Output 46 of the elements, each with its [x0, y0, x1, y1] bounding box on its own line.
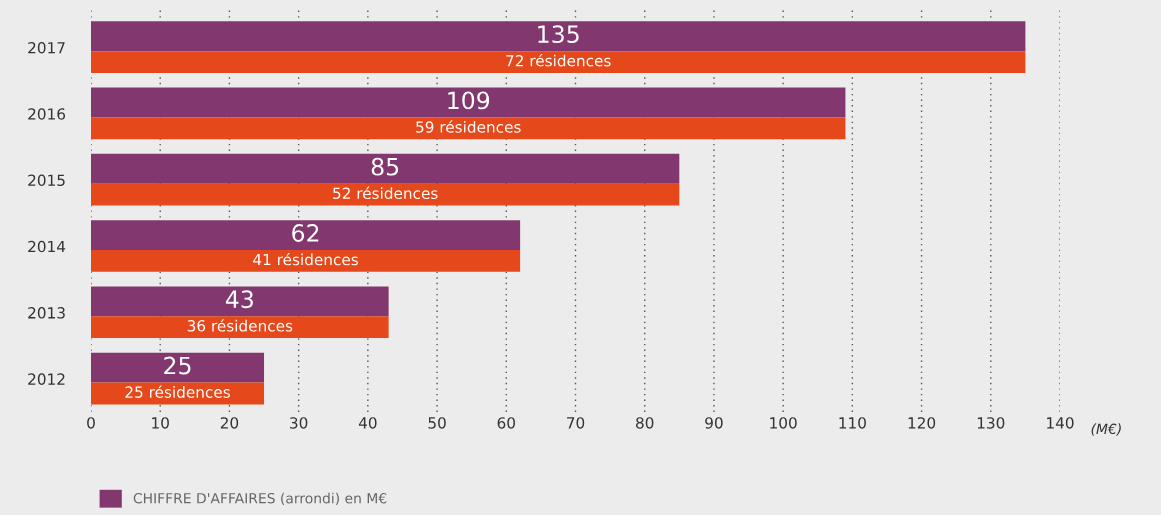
bar	[91, 352, 265, 383]
x-tick-label: 120	[908, 417, 936, 429]
x-tick-label: 40	[358, 417, 377, 429]
data-label: 85	[371, 157, 399, 176]
annotation: 52 résidences	[333, 186, 438, 200]
bar	[91, 249, 521, 272]
y-tick-label: 2017	[28, 41, 65, 54]
y-tick-label: 2015	[28, 174, 65, 187]
bar	[91, 87, 846, 118]
y-tick-label: 2016	[28, 108, 66, 120]
data-label: 25	[164, 356, 191, 375]
x-tick-label: 130	[977, 417, 1005, 429]
data-label: 62	[292, 224, 319, 242]
y-tick-label: 2012	[28, 373, 65, 385]
bar	[91, 286, 389, 317]
bar	[91, 117, 846, 140]
legend-label: CHIFFRE D'AFFAIRES (arrondi) en M€	[133, 492, 387, 506]
y-tick-label: 2013	[28, 307, 65, 319]
x-tick-label: 10	[152, 417, 169, 429]
x-tick-label: 0	[87, 417, 95, 429]
data-label: 135	[538, 25, 579, 44]
x-tick-label: 140	[1047, 417, 1074, 429]
x-tick-label: 60	[497, 417, 515, 429]
y-tick-label: 2014	[28, 240, 66, 253]
annotation: 72 résidences	[506, 54, 611, 67]
bar	[91, 51, 1026, 74]
bar	[91, 316, 389, 339]
bar	[91, 183, 680, 206]
x-tick-label: 30	[290, 417, 308, 429]
x-tick-label: 80	[636, 417, 654, 429]
x-tick-label: 90	[705, 417, 723, 429]
x-tick-label: 20	[220, 417, 239, 429]
x-tick-label: 50	[428, 417, 446, 429]
data-label: 109	[448, 91, 490, 110]
annotation: 59 résidences	[416, 120, 521, 133]
data-label: 43	[225, 290, 253, 309]
x-tick-label: 100	[770, 417, 797, 429]
bar	[91, 153, 680, 184]
x-tick-label: 70	[567, 417, 585, 429]
bar	[91, 220, 521, 250]
annotation: 25 résidences	[125, 385, 230, 398]
x-tick-label: 110	[839, 417, 866, 429]
bar	[91, 21, 1026, 52]
x-axis-title: (M€)	[1091, 423, 1121, 436]
annotation: 41 résidences	[253, 252, 359, 266]
annotation: 36 résidences	[187, 319, 293, 332]
